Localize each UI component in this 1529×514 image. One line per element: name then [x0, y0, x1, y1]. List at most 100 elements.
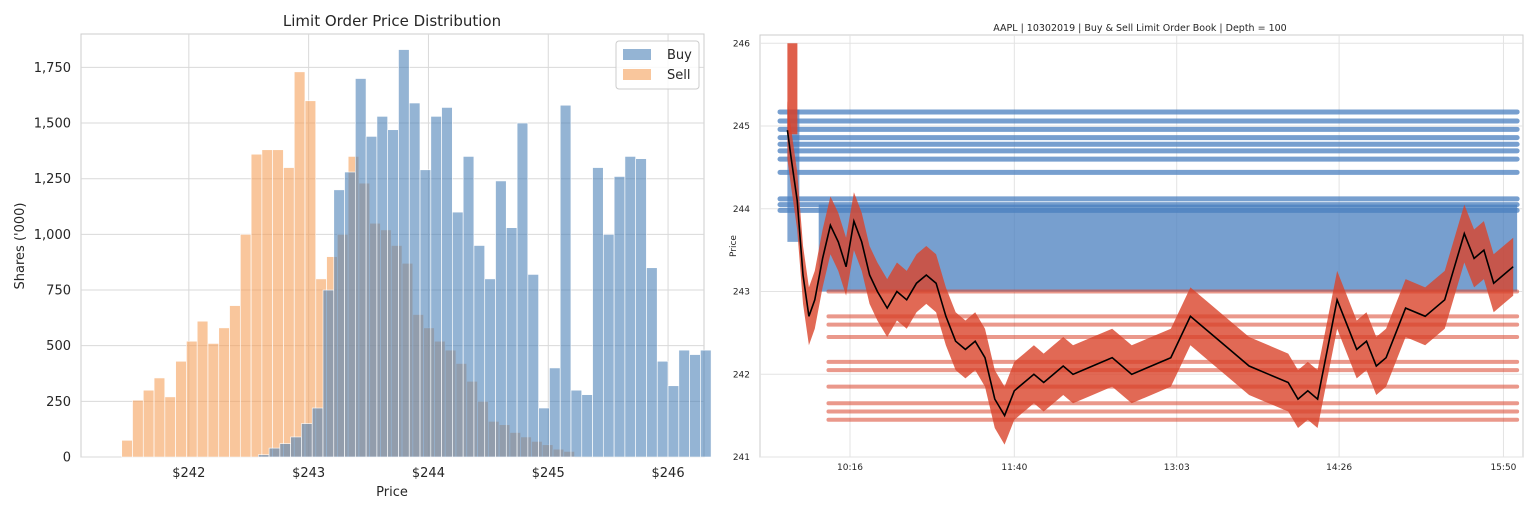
bar-buy — [570, 389, 583, 458]
bar-sell — [132, 399, 144, 458]
bar-sell — [293, 71, 306, 458]
y-tick-label: 0 — [63, 451, 71, 466]
histogram-title: Limit Order Price Distribution — [283, 12, 501, 30]
bar-buy — [258, 454, 270, 458]
bar-buy — [527, 274, 539, 458]
y-tick-label: 242 — [733, 370, 750, 380]
x-tick-label: $245 — [532, 466, 565, 481]
x-tick-label: 10:16 — [837, 463, 863, 473]
x-tick-label: $243 — [292, 466, 325, 481]
y-tick-label: 1,250 — [34, 172, 71, 187]
bar-buy — [646, 267, 658, 458]
order-book-y-label: Price — [729, 235, 739, 257]
bar-sell — [164, 396, 176, 458]
bar-sell — [272, 149, 284, 458]
y-tick-label: 241 — [733, 453, 750, 463]
histogram-y-ticks: 0 250 500 750 1,000 1,250 1,500 1,750 — [34, 61, 71, 466]
bar-buy — [344, 171, 356, 458]
bar-buy — [419, 169, 432, 458]
bar-sell — [153, 377, 166, 458]
sell-depth-band — [787, 101, 1514, 445]
bar-sell — [304, 100, 317, 458]
bar-buy — [473, 245, 485, 458]
y-tick-label: 750 — [46, 284, 71, 299]
bar-sell — [175, 360, 187, 458]
bar-buy — [268, 447, 281, 458]
bar-buy — [387, 129, 399, 458]
sell-open-cluster — [787, 43, 798, 135]
y-tick-label: 1,000 — [34, 228, 71, 243]
y-tick-label: 245 — [733, 122, 750, 132]
bar-buy — [667, 385, 680, 458]
x-tick-label: $246 — [652, 466, 685, 481]
histogram-x-label: Price — [376, 485, 408, 500]
legend-label-buy: Buy — [667, 48, 692, 63]
bar-buy — [301, 423, 313, 458]
bar-buy — [452, 211, 464, 458]
bar-buy — [689, 354, 701, 458]
bar-buy — [398, 49, 410, 458]
histogram-y-label: Shares ('000) — [13, 203, 28, 290]
bar-buy — [603, 234, 615, 458]
bar-buy — [484, 278, 496, 458]
legend-swatch-buy — [623, 49, 651, 60]
buy-bars — [258, 49, 712, 458]
bar-buy — [506, 227, 518, 458]
bar-sell — [186, 340, 198, 458]
bar-buy — [592, 167, 604, 458]
histogram-chart: 0 250 500 750 1,000 1,250 1,500 1,750 $242 $243 $… — [13, 12, 712, 500]
bar-buy — [700, 349, 712, 458]
bar-buy — [311, 407, 324, 458]
bar-sell — [250, 153, 263, 458]
bar-buy — [462, 156, 475, 458]
bar-sell — [283, 167, 295, 458]
bar-sell — [207, 343, 219, 458]
x-tick-label: 11:40 — [1001, 463, 1027, 473]
bar-buy — [656, 360, 669, 458]
y-tick-label: 244 — [733, 205, 750, 215]
order-book-y-ticks: 241 242 243 244 245 246 — [733, 39, 750, 463]
y-tick-label: 1,750 — [34, 61, 71, 76]
y-tick-label: 500 — [46, 339, 71, 354]
bar-buy — [549, 367, 561, 458]
bar-buy — [408, 102, 421, 458]
x-tick-label: 14:26 — [1326, 463, 1352, 473]
bar-buy — [279, 443, 291, 458]
bar-buy — [613, 176, 626, 458]
histogram-legend: Buy Sell — [615, 40, 700, 90]
sell-orders — [787, 43, 1520, 445]
histogram-x-ticks: $242 $243 $244 $245 $246 — [172, 466, 684, 481]
bar-buy — [290, 436, 302, 458]
x-tick-label: 15:50 — [1490, 463, 1516, 473]
bar-buy — [516, 122, 529, 458]
bar-buy — [441, 107, 453, 458]
bar-buy — [430, 116, 442, 458]
bar-buy — [355, 78, 367, 458]
bar-sell — [143, 389, 155, 458]
legend-label-sell: Sell — [667, 68, 690, 83]
bar-buy — [624, 156, 636, 458]
bar-sell — [218, 327, 230, 458]
order-book-x-ticks: 10:16 11:40 13:03 14:26 15:50 — [837, 463, 1517, 473]
y-tick-label: 1,500 — [34, 117, 71, 132]
y-tick-label: 246 — [733, 39, 750, 49]
y-tick-label: 250 — [46, 395, 71, 410]
bar-buy — [322, 289, 335, 458]
bar-buy — [635, 158, 647, 458]
bar-sell — [240, 234, 252, 458]
bar-buy — [581, 394, 593, 458]
bar-buy — [559, 104, 572, 458]
bar-sell — [121, 440, 133, 458]
buy-orders — [777, 109, 1520, 292]
bar-sell — [261, 149, 273, 458]
bar-buy — [495, 180, 507, 458]
bar-buy — [538, 407, 550, 458]
x-tick-label: 13:03 — [1164, 463, 1190, 473]
y-tick-label: 243 — [733, 288, 750, 298]
bar-buy — [678, 349, 690, 458]
x-tick-label: $242 — [172, 466, 205, 481]
bar-sell — [196, 320, 209, 458]
legend-swatch-sell — [623, 69, 651, 80]
